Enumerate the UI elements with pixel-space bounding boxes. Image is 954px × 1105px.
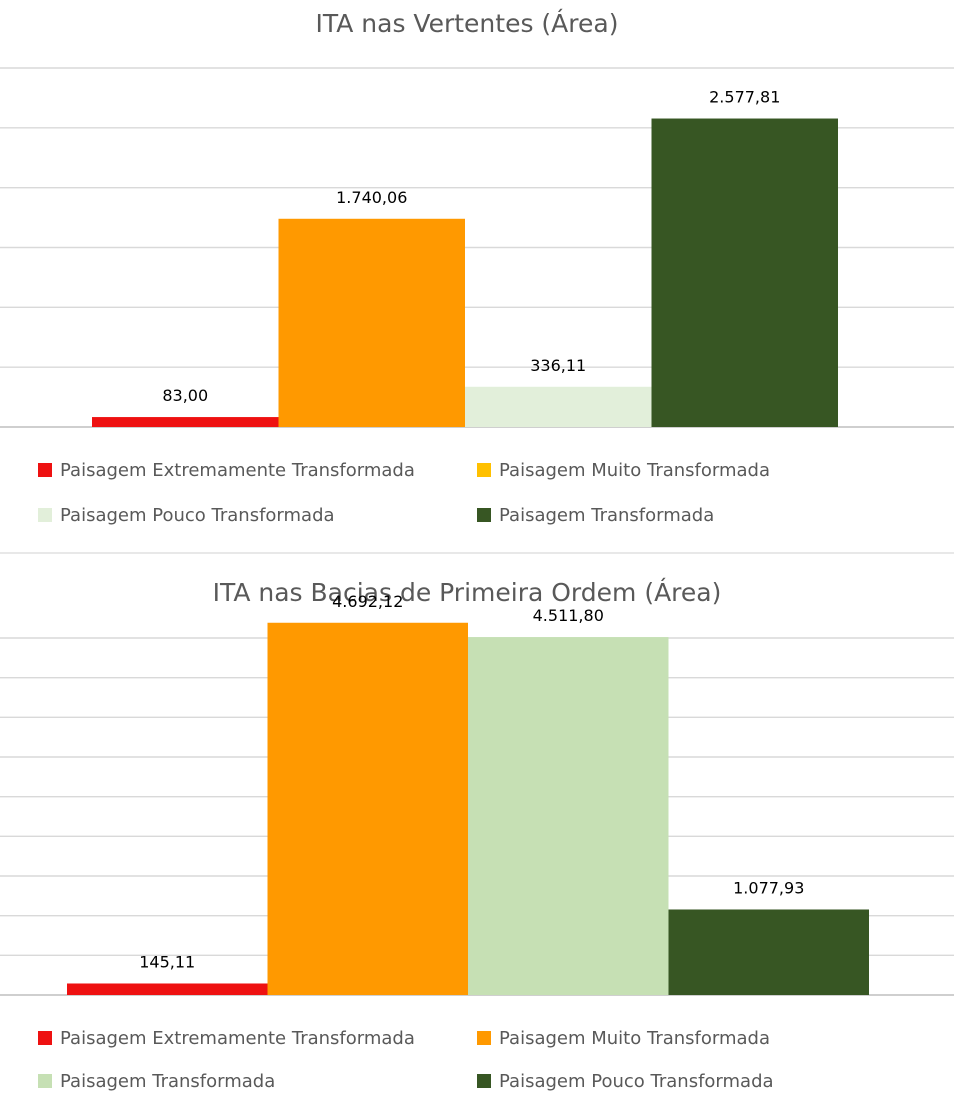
data-label: 336,11	[530, 356, 586, 375]
bar	[468, 637, 669, 995]
bar	[92, 417, 279, 427]
data-label: 4.511,80	[533, 606, 604, 625]
chart-1-title: ITA nas Vertentes (Área)	[316, 9, 619, 38]
legend-swatch	[477, 508, 491, 522]
legend-swatch	[477, 463, 491, 477]
legend-item: Paisagem Pouco Transformada	[38, 505, 335, 526]
legend-label: Paisagem Pouco Transformada	[60, 505, 335, 526]
legend-item: Paisagem Muito Transformada	[477, 460, 770, 481]
legend-label: Paisagem Transformada	[60, 1071, 275, 1092]
legend-label: Paisagem Muito Transformada	[499, 460, 770, 481]
data-label: 83,00	[162, 386, 208, 405]
data-label: 4.692,12	[332, 592, 403, 611]
legend-item: Paisagem Transformada	[477, 505, 714, 526]
bar	[668, 909, 869, 995]
chart-1-gridlines	[0, 67, 954, 428]
chart-2-bars	[67, 622, 869, 995]
data-label: 2.577,81	[709, 88, 780, 107]
legend-label: Paisagem Transformada	[499, 505, 714, 526]
legend-swatch	[477, 1074, 491, 1088]
chart-1-data-labels: 83,00 1.740,06 336,11 2.577,81	[162, 88, 780, 406]
bar	[278, 218, 465, 427]
bar	[465, 386, 652, 427]
chart-2-data-labels: 145,11 4.692,12 4.511,80 1.077,93	[139, 592, 804, 972]
chart-bacias: ITA nas Bacias de Primeira Ordem (Área) …	[0, 578, 954, 1092]
legend-label: Paisagem Pouco Transformada	[499, 1071, 774, 1092]
legend-label: Paisagem Extremamente Transformada	[60, 460, 415, 481]
bar	[67, 983, 268, 995]
legend-item: Paisagem Extremamente Transformada	[38, 1028, 415, 1049]
legend-label: Paisagem Extremamente Transformada	[60, 1028, 415, 1049]
bar	[651, 118, 838, 428]
legend-label: Paisagem Muito Transformada	[499, 1028, 770, 1049]
bar	[267, 622, 468, 995]
legend-swatch	[38, 1031, 52, 1045]
chart-2-legend: Paisagem Extremamente Transformada Paisag…	[38, 1028, 774, 1092]
chart-vertentes: ITA nas Vertentes (Área) 83,00 1.740,06 33…	[0, 9, 954, 526]
data-label: 1.740,06	[336, 188, 407, 207]
data-label: 145,11	[139, 952, 195, 971]
legend-swatch	[477, 1031, 491, 1045]
chart-1-legend: Paisagem Extremamente Transformada Paisag…	[38, 460, 770, 526]
chart-1-bars	[92, 118, 838, 428]
legend-swatch	[38, 463, 52, 477]
chart-2-title: ITA nas Bacias de Primeira Ordem (Área)	[213, 578, 722, 607]
legend-item: Paisagem Transformada	[38, 1071, 275, 1092]
legend-swatch	[38, 508, 52, 522]
legend-item: Paisagem Extremamente Transformada	[38, 460, 415, 481]
legend-swatch	[38, 1074, 52, 1088]
legend-item: Paisagem Pouco Transformada	[477, 1071, 774, 1092]
legend-item: Paisagem Muito Transformada	[477, 1028, 770, 1049]
data-label: 1.077,93	[733, 878, 804, 897]
